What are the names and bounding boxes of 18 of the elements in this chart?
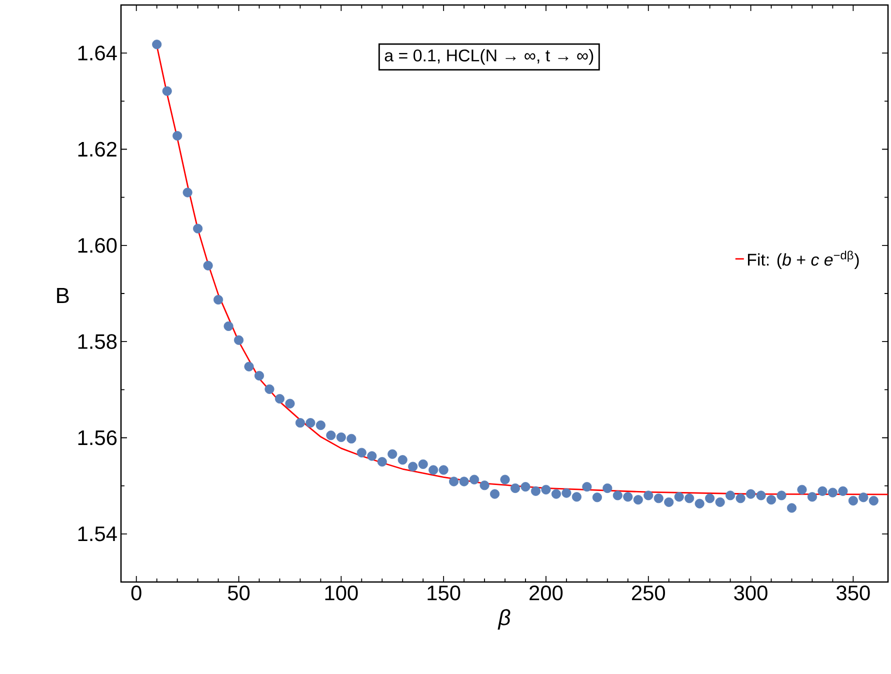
y-tick-label: 1.60 (78, 238, 117, 253)
y-tick-label: 1.54 (78, 526, 117, 542)
x-tick-label: 300 (734, 586, 768, 600)
y-tick-label: 1.56 (78, 430, 117, 446)
y-tick-label: 1.64 (78, 46, 117, 60)
y-tick-label: 1.62 (78, 142, 116, 157)
annotation: a = 0.1, HCL(N → ∞, t → ∞) (384, 49, 594, 65)
x-tick-label: 150 (428, 586, 460, 600)
x-tick-label: 200 (530, 586, 563, 600)
x-tick-label: 250 (632, 586, 666, 600)
x-tick-label: 100 (325, 586, 358, 600)
y-tick-label: 1.58 (78, 334, 117, 349)
x-tick-label: 0 (131, 586, 142, 600)
x-tick-label: 50 (228, 586, 250, 600)
legend-label: Fit: (b + c e$^{−dβ}$) (748, 250, 859, 270)
x-axis-title: β (498, 609, 510, 630)
y-axis-title: B (57, 288, 69, 304)
x-tick-label: 350 (836, 586, 870, 600)
